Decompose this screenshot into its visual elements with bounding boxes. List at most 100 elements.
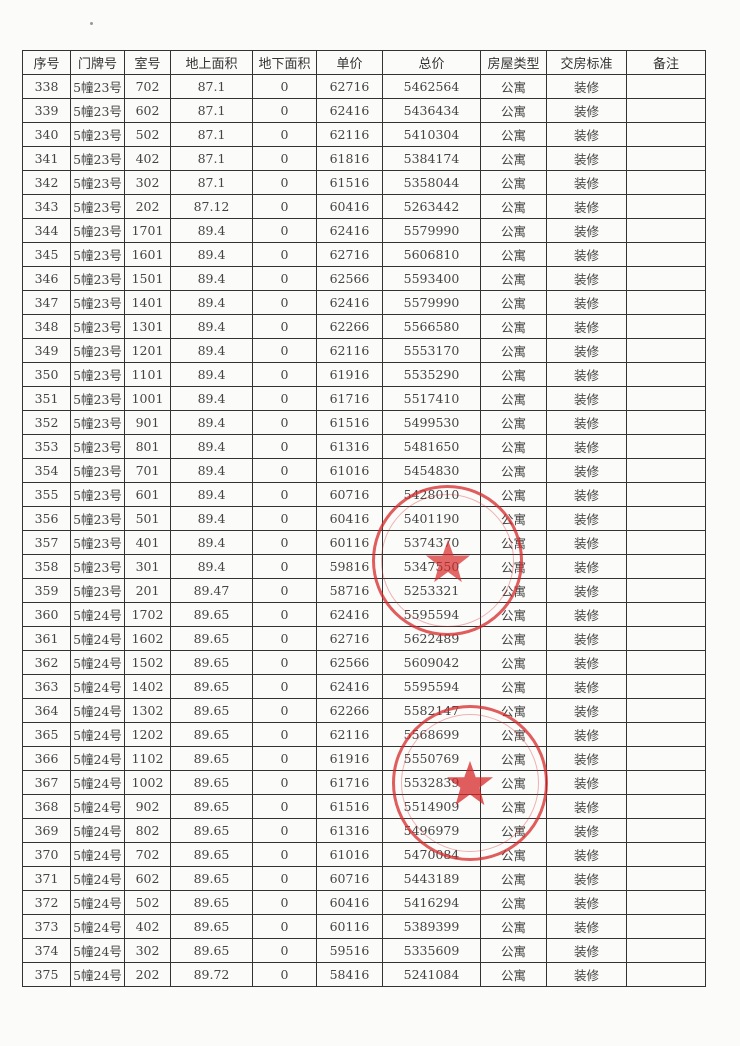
table-cell: 89.4 [170, 242, 253, 267]
table-cell: 5幢23号 [70, 506, 125, 531]
column-header: 总价 [382, 50, 481, 75]
table-cell: 87.1 [170, 98, 253, 123]
table-row: 344 5幢23号 1701 89.4 0 62416 5579990 公寓 装修 [22, 218, 706, 243]
table-cell: 0 [252, 842, 317, 867]
table-cell: 5幢23号 [70, 362, 125, 387]
table-cell: 5幢23号 [70, 338, 125, 363]
table-cell: 702 [124, 74, 171, 99]
table-cell [626, 962, 706, 987]
table-cell [626, 386, 706, 411]
table-cell: 5幢23号 [70, 386, 125, 411]
table-cell: 公寓 [480, 938, 547, 963]
table-cell: 372 [22, 890, 71, 915]
table-cell: 0 [252, 914, 317, 939]
table-cell: 装修 [546, 530, 627, 555]
table-cell: 装修 [546, 890, 627, 915]
table-cell: 装修 [546, 170, 627, 195]
table-cell [626, 818, 706, 843]
table-cell [626, 842, 706, 867]
table-cell: 装修 [546, 938, 627, 963]
table-cell: 353 [22, 434, 71, 459]
column-header: 序号 [22, 50, 71, 75]
table-cell: 装修 [546, 122, 627, 147]
table-cell: 0 [252, 170, 317, 195]
table-cell: 5幢23号 [70, 314, 125, 339]
table-cell: 87.1 [170, 170, 253, 195]
table-cell: 402 [124, 914, 171, 939]
table-cell: 装修 [546, 194, 627, 219]
table-cell: 5幢23号 [70, 290, 125, 315]
table-cell: 5幢23号 [70, 530, 125, 555]
table-cell: 5582147 [382, 698, 481, 723]
table-cell: 89.4 [170, 218, 253, 243]
table-cell: 359 [22, 578, 71, 603]
table-cell: 901 [124, 410, 171, 435]
table-row: 371 5幢24号 602 89.65 0 60716 5443189 公寓 装修 [22, 866, 706, 891]
table-cell: 58416 [316, 962, 383, 987]
table-cell: 352 [22, 410, 71, 435]
table-cell: 公寓 [480, 722, 547, 747]
table-cell: 301 [124, 554, 171, 579]
table-cell: 1201 [124, 338, 171, 363]
table-row: 349 5幢23号 1201 89.4 0 62116 5553170 公寓 装修 [22, 338, 706, 363]
table-cell: 0 [252, 194, 317, 219]
table-cell: 0 [252, 386, 317, 411]
table-cell: 87.1 [170, 146, 253, 171]
table-cell: 62716 [316, 74, 383, 99]
table-cell: 0 [252, 434, 317, 459]
table-cell: 0 [252, 314, 317, 339]
table-cell: 0 [252, 290, 317, 315]
table-cell: 5470084 [382, 842, 481, 867]
table-cell: 365 [22, 722, 71, 747]
table-cell: 361 [22, 626, 71, 651]
table-cell: 装修 [546, 74, 627, 99]
table-cell: 5幢24号 [70, 722, 125, 747]
table-row: 340 5幢23号 502 87.1 0 62116 5410304 公寓 装修 [22, 122, 706, 147]
table-cell: 装修 [546, 266, 627, 291]
table-cell: 公寓 [480, 170, 547, 195]
column-header: 交房标准 [546, 50, 627, 75]
column-header: 地下面积 [252, 50, 317, 75]
table-cell: 60716 [316, 866, 383, 891]
table-header-row: 序号 门牌号 室号 地上面积 地下面积 单价 总价 房屋类型 交房标准 备注 [22, 50, 706, 75]
table-cell [626, 578, 706, 603]
table-cell: 89.65 [170, 794, 253, 819]
table-cell: 89.4 [170, 314, 253, 339]
table-cell [626, 314, 706, 339]
table-cell: 5462564 [382, 74, 481, 99]
table-cell: 350 [22, 362, 71, 387]
table-cell: 89.65 [170, 938, 253, 963]
table-cell: 371 [22, 866, 71, 891]
table-cell: 0 [252, 890, 317, 915]
table-cell: 89.4 [170, 482, 253, 507]
table-cell: 0 [252, 818, 317, 843]
table-cell: 89.4 [170, 410, 253, 435]
table-cell: 装修 [546, 458, 627, 483]
table-cell: 87.1 [170, 122, 253, 147]
table-cell [626, 146, 706, 171]
table-cell: 5幢24号 [70, 674, 125, 699]
table-cell: 装修 [546, 242, 627, 267]
table-row: 357 5幢23号 401 89.4 0 60116 5374370 公寓 装修 [22, 530, 706, 555]
table-cell: 公寓 [480, 458, 547, 483]
table-cell: 5幢24号 [70, 698, 125, 723]
table-row: 375 5幢24号 202 89.72 0 58416 5241084 公寓 装修 [22, 962, 706, 987]
table-cell: 60416 [316, 890, 383, 915]
table-cell: 349 [22, 338, 71, 363]
table-cell: 61716 [316, 770, 383, 795]
table-cell: 1601 [124, 242, 171, 267]
table-cell: 89.65 [170, 698, 253, 723]
table-cell: 89.65 [170, 674, 253, 699]
table-cell: 1701 [124, 218, 171, 243]
table-cell: 5幢23号 [70, 242, 125, 267]
table-cell: 0 [252, 266, 317, 291]
table-cell: 1102 [124, 746, 171, 771]
table-cell [626, 218, 706, 243]
table-cell: 0 [252, 146, 317, 171]
table-cell: 公寓 [480, 842, 547, 867]
table-cell: 373 [22, 914, 71, 939]
table-cell: 902 [124, 794, 171, 819]
table-cell: 装修 [546, 602, 627, 627]
table-cell: 374 [22, 938, 71, 963]
table-cell: 公寓 [480, 410, 547, 435]
